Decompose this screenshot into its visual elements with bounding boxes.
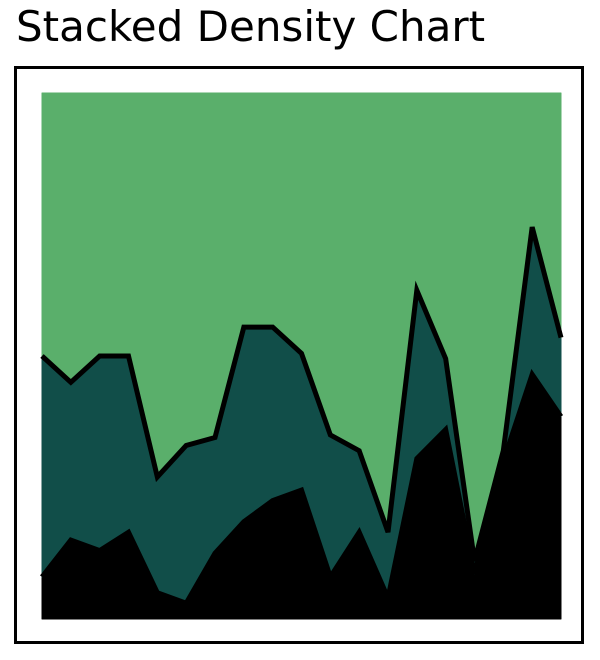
boundary-lines-layer bbox=[40, 226, 564, 607]
chart-frame bbox=[14, 66, 584, 644]
chart-title: Stacked Density Chart bbox=[16, 2, 486, 51]
series-boundary-line-1 bbox=[40, 368, 564, 607]
series-boundary-line-2 bbox=[40, 226, 564, 562]
stacked-area-plot bbox=[40, 92, 564, 620]
